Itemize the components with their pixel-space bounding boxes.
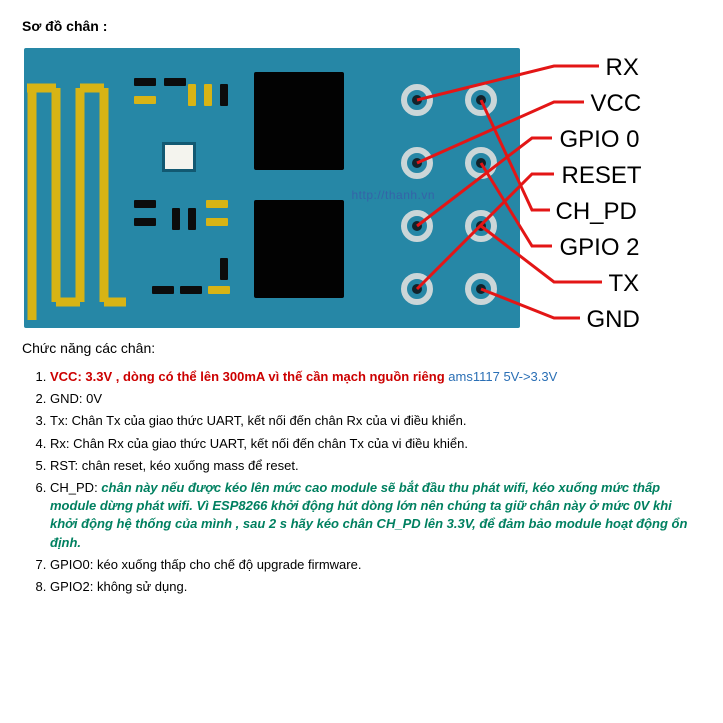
- pin-rx: [401, 84, 433, 116]
- pin-func-item: VCC: 3.3V , dòng có thể lên 300mA vì thế…: [50, 368, 701, 386]
- pin-func-item: Rx: Chân Rx của giao thức UART, kết nối …: [50, 435, 701, 453]
- pin-func-item: Tx: Chân Tx của giao thức UART, kết nối …: [50, 412, 701, 430]
- pin-gnd: [465, 273, 497, 305]
- smd-component: [204, 84, 212, 106]
- smd-component: [206, 200, 228, 208]
- antenna-trace: [24, 48, 144, 328]
- pin-func-item: GPIO2: không sử dụng.: [50, 578, 701, 596]
- pin-label-vcc: VCC: [591, 90, 642, 118]
- pin-func-item: CH_PD: chân này nếu được kéo lên mức cao…: [50, 479, 701, 552]
- smd-component: [164, 78, 186, 86]
- smd-component: [188, 208, 196, 230]
- pinout-diagram: http://thanh.vn RX VCC GPIO 0 RESET CH_PD GPI…: [24, 48, 700, 328]
- smd-component: [134, 96, 156, 104]
- pin-func-item: GPIO0: kéo xuống thấp cho chế độ upgrade…: [50, 556, 701, 574]
- pin-tx: [465, 210, 497, 242]
- ic-chip-1: [254, 72, 344, 170]
- smd-component: [180, 286, 202, 294]
- pin-function-list: VCC: 3.3V , dòng có thể lên 300mA vì thế…: [22, 368, 701, 596]
- watermark-text: http://thanh.vn: [352, 188, 436, 202]
- section-title-funcs: Chức năng các chân:: [22, 340, 701, 356]
- pcb-board: http://thanh.vn: [24, 48, 520, 328]
- crystal-pad: [162, 142, 196, 172]
- pin-func-item: GND: 0V: [50, 390, 701, 408]
- section-title-pinout: Sơ đồ chân :: [22, 18, 701, 34]
- smd-component: [134, 218, 156, 226]
- smd-component: [220, 84, 228, 106]
- smd-component: [172, 208, 180, 230]
- pin-ch_pd: [465, 84, 497, 116]
- pin-gpio0: [401, 210, 433, 242]
- pin-label-tx: TX: [609, 270, 640, 298]
- pin-label-gpio2: GPIO 2: [560, 234, 640, 262]
- pin-func-item: RST: chân reset, kéo xuống mass để reset…: [50, 457, 701, 475]
- smd-component: [206, 218, 228, 226]
- pin-vcc: [401, 147, 433, 179]
- pin-reset: [401, 273, 433, 305]
- pin-gpio2: [465, 147, 497, 179]
- pin-label-ch_pd: CH_PD: [556, 198, 637, 226]
- ic-chip-2: [254, 200, 344, 298]
- pin-label-gnd: GND: [587, 306, 640, 334]
- smd-component: [188, 84, 196, 106]
- smd-component: [208, 286, 230, 294]
- smd-component: [152, 286, 174, 294]
- pin-label-reset: RESET: [562, 162, 642, 190]
- pin-label-rx: RX: [606, 54, 639, 82]
- pin-label-gpio0: GPIO 0: [560, 126, 640, 154]
- smd-component: [134, 78, 156, 86]
- smd-component: [220, 258, 228, 280]
- smd-component: [134, 200, 156, 208]
